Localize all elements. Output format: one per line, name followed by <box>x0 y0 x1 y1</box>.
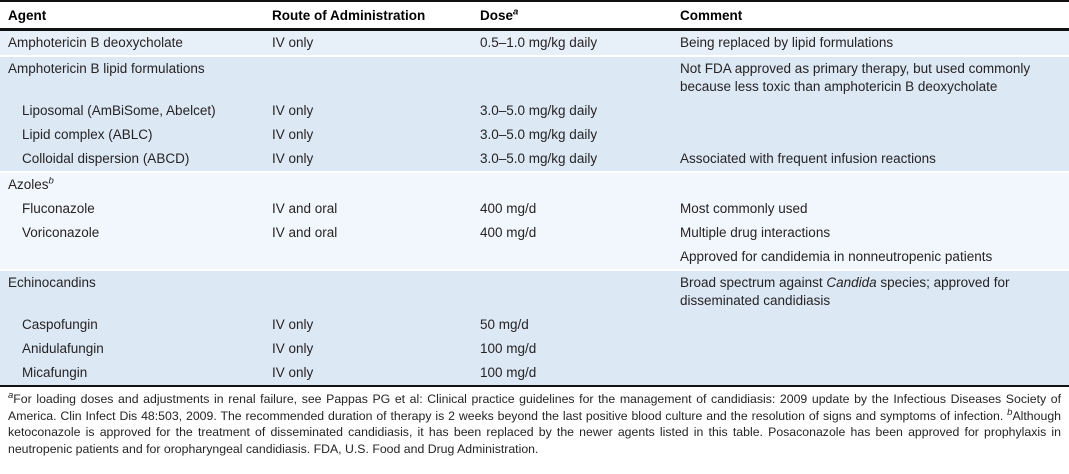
route-cell: IV and oral <box>272 225 338 240</box>
azoles-footnote-marker: b <box>48 175 54 187</box>
table-bottom-rule <box>0 385 1069 387</box>
route-cell <box>272 57 480 63</box>
route-cell: IV only <box>272 365 314 380</box>
table-row: Caspofungin IV only 50 mg/d <box>0 313 1069 337</box>
comment-cell: Associated with frequent infusion reacti… <box>680 151 936 166</box>
agent-cell: Azolesb <box>8 173 272 197</box>
dose-footnote-marker: a <box>513 6 519 17</box>
row-group-amphotericin-deoxycholate: Amphotericin B deoxycholate IV only 0.5–… <box>0 31 1069 55</box>
comment-cell: Most commonly used <box>680 201 808 216</box>
footnote-text-b: Although ketoconazole is approved for th… <box>8 408 1061 456</box>
route-cell: IV only <box>272 103 314 118</box>
row-group-azoles: Azolesb Fluconazole IV and oral 400 mg/d… <box>0 173 1069 269</box>
col-header-dose: Dosea <box>480 6 680 23</box>
col-header-comment-label: Comment <box>680 7 743 23</box>
agent-cell: Lipid complex (ABLC) <box>22 127 153 142</box>
agent-cell: Voriconazole <box>22 225 100 240</box>
col-header-agent: Agent <box>8 8 272 23</box>
dose-cell: 50 mg/d <box>480 317 529 332</box>
agent-cell: Fluconazole <box>22 201 95 216</box>
comment-cell <box>680 123 1065 129</box>
dose-cell: 0.5–1.0 mg/kg daily <box>480 35 598 50</box>
agent-label: Azoles <box>8 177 49 192</box>
table-row: Approved for candidemia in nonneutropeni… <box>0 245 1069 269</box>
agent-cell: Colloidal dispersion (ABCD) <box>22 151 190 166</box>
row-group-echinocandins: Echinocandins Broad spectrum against Can… <box>0 271 1069 385</box>
route-cell: IV only <box>272 317 314 332</box>
agent-cell: Echinocandins <box>8 275 96 290</box>
dose-cell <box>480 245 680 251</box>
agent-cell <box>8 245 272 251</box>
comment-cell <box>680 361 1065 367</box>
comment-cell <box>680 313 1065 319</box>
band-separator <box>0 171 1069 173</box>
table-row: Amphotericin B deoxycholate IV only 0.5–… <box>0 31 1069 55</box>
route-cell: IV only <box>272 127 314 142</box>
col-header-route: Route of Administration <box>272 8 480 23</box>
agent-cell: Anidulafungin <box>22 341 104 356</box>
route-cell: IV only <box>272 35 314 50</box>
dose-cell: 3.0–5.0 mg/kg daily <box>480 151 598 166</box>
table-footnote: aFor loading doses and adjustments in re… <box>0 387 1069 457</box>
table-row: Voriconazole IV and oral 400 mg/d Multip… <box>0 221 1069 245</box>
dose-cell <box>480 57 680 63</box>
route-cell <box>272 173 480 179</box>
col-header-route-label: Route of Administration <box>272 7 426 23</box>
table-header-row: Agent Route of Administration Dosea Comm… <box>0 2 1069 28</box>
table-row: Micafungin IV only 100 mg/d <box>0 361 1069 385</box>
col-header-comment: Comment <box>680 8 1069 23</box>
table-row: Azolesb <box>0 173 1069 197</box>
table-row: Colloidal dispersion (ABCD) IV only 3.0–… <box>0 147 1069 171</box>
route-cell: IV only <box>272 341 314 356</box>
agent-cell: Micafungin <box>22 365 88 380</box>
comment-cell: Approved for candidemia in nonneutropeni… <box>680 249 993 264</box>
footnote-marker-b: b <box>1007 406 1013 418</box>
dose-cell: 400 mg/d <box>480 225 537 240</box>
comment-cell: Not FDA approved as primary therapy, but… <box>680 61 1031 94</box>
route-cell <box>272 245 480 251</box>
comment-cell: Being replaced by lipid formulations <box>680 35 894 50</box>
route-cell <box>272 271 480 277</box>
agent-cell: Liposomal (AmBiSome, Abelcet) <box>22 103 216 118</box>
table-header-rule <box>0 28 1069 31</box>
dose-cell: 100 mg/d <box>480 341 537 356</box>
agent-cell: Amphotericin B deoxycholate <box>8 35 183 50</box>
col-header-dose-label: Dose <box>480 7 514 23</box>
agent-cell: Amphotericin B lipid formulations <box>8 61 205 76</box>
route-cell: IV only <box>272 151 314 166</box>
table-row: Echinocandins Broad spectrum against Can… <box>0 271 1069 313</box>
agents-table: Agent Route of Administration Dosea Comm… <box>0 0 1069 457</box>
table-row: Anidulafungin IV only 100 mg/d <box>0 337 1069 361</box>
comment-text: species; approved for disseminated candi… <box>680 275 1010 308</box>
route-cell: IV and oral <box>272 201 338 216</box>
col-header-agent-label: Agent <box>8 7 47 23</box>
comment-text: Broad spectrum against <box>680 275 827 290</box>
candida-italic-text: Candida <box>826 275 877 290</box>
table-row: Liposomal (AmBiSome, Abelcet) IV only 3.… <box>0 99 1069 123</box>
dose-cell: 100 mg/d <box>480 365 537 380</box>
table-row: Amphotericin B lipid formulations Not FD… <box>0 57 1069 99</box>
comment-cell: Multiple drug interactions <box>680 225 831 240</box>
dose-cell <box>480 271 680 277</box>
dose-cell: 3.0–5.0 mg/kg daily <box>480 103 598 118</box>
band-separator <box>0 55 1069 57</box>
table-row: Fluconazole IV and oral 400 mg/d Most co… <box>0 197 1069 221</box>
comment-cell: Broad spectrum against Candida species; … <box>680 271 1065 313</box>
dose-cell: 3.0–5.0 mg/kg daily <box>480 127 598 142</box>
table-row: Lipid complex (ABLC) IV only 3.0–5.0 mg/… <box>0 123 1069 147</box>
agent-cell: Caspofungin <box>22 317 98 332</box>
band-separator <box>0 269 1069 271</box>
comment-cell <box>680 99 1065 105</box>
comment-cell <box>680 337 1065 343</box>
dose-cell <box>480 173 680 179</box>
footnote-text-a: For loading doses and adjustments in ren… <box>8 392 1061 423</box>
table-top-rule <box>0 0 1069 2</box>
comment-cell <box>680 173 1065 179</box>
dose-cell: 400 mg/d <box>480 201 537 216</box>
footnote-marker-a: a <box>8 389 14 401</box>
row-group-lipid-formulations: Amphotericin B lipid formulations Not FD… <box>0 57 1069 171</box>
